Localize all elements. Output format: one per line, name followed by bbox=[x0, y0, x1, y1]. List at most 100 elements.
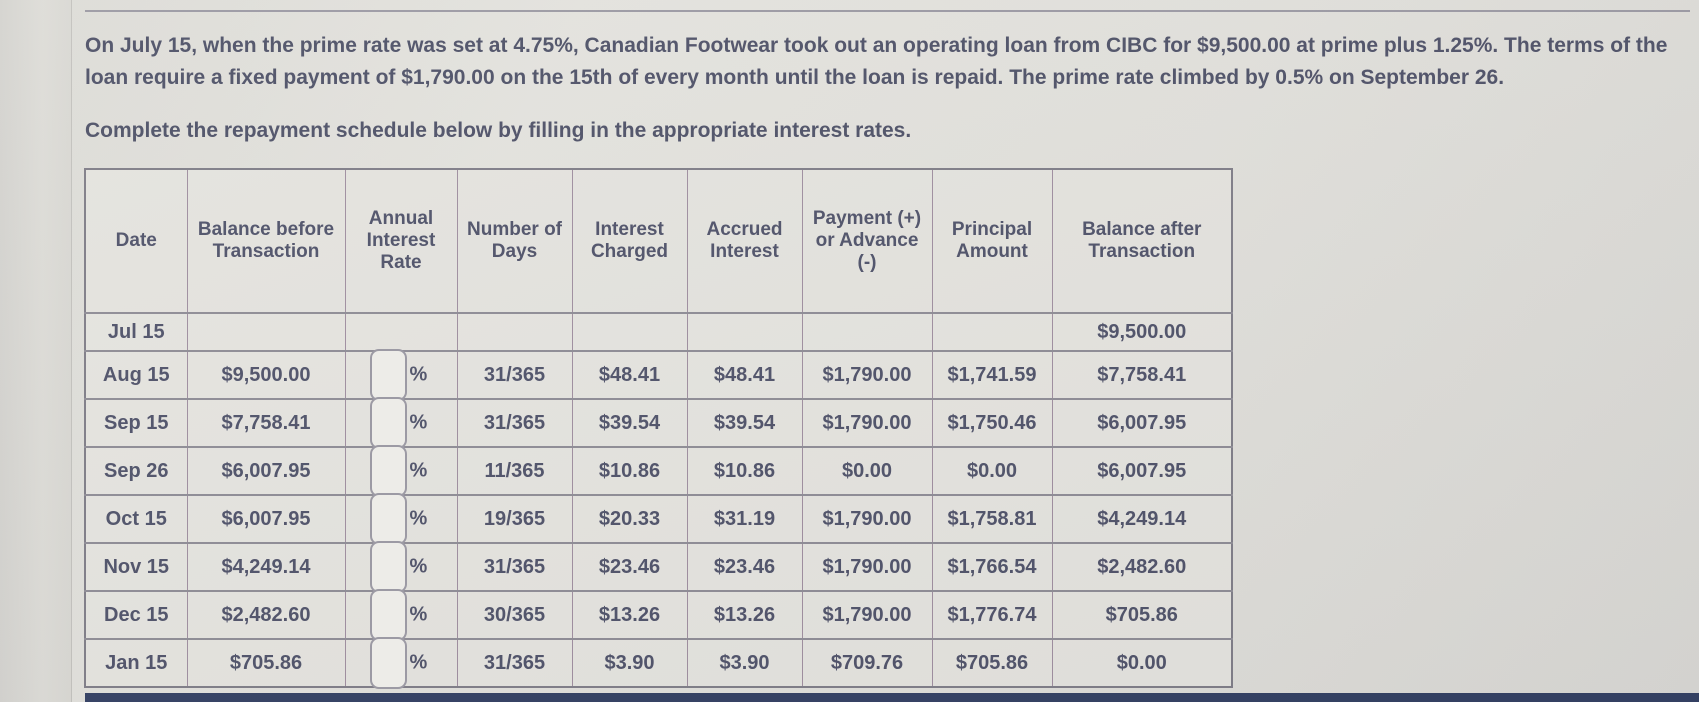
cell-payment-or-advance: $1,790.00 bbox=[801, 542, 933, 592]
interest-rate-input[interactable] bbox=[369, 493, 407, 545]
cell-annual-interest-rate bbox=[344, 312, 458, 352]
cell-interest-charged: $13.26 bbox=[571, 590, 688, 640]
cell-accrued-interest: $39.54 bbox=[686, 398, 803, 448]
table-header-row: Date Balance before Transaction Annual I… bbox=[84, 168, 1233, 314]
cell-principal-amount: $1,741.59 bbox=[931, 350, 1053, 400]
cell-date: Oct 15 bbox=[84, 494, 188, 544]
cell-annual-interest-rate: % bbox=[344, 493, 458, 545]
cell-balance-before bbox=[186, 312, 346, 352]
column-header-accrued-interest: Accrued Interest bbox=[686, 168, 803, 314]
cell-principal-amount: $0.00 bbox=[931, 446, 1053, 496]
cell-accrued-interest: $10.86 bbox=[686, 446, 803, 496]
cell-principal-amount: $1,766.54 bbox=[931, 542, 1053, 592]
table-row-oct-15: Oct 15 $6,007.95 % 19/365 $20.33 $31.19 … bbox=[84, 493, 1233, 545]
interest-rate-input[interactable] bbox=[369, 349, 407, 401]
table-row-nov-15: Nov 15 $4,249.14 % 31/365 $23.46 $23.46 … bbox=[84, 541, 1233, 593]
cell-principal-amount: $1,758.81 bbox=[931, 494, 1053, 544]
table-row-aug-15: Aug 15 $9,500.00 % 31/365 $48.41 $48.41 … bbox=[84, 349, 1233, 401]
cell-interest-charged: $10.86 bbox=[571, 446, 688, 496]
cell-interest-charged bbox=[571, 312, 688, 352]
cell-date: Sep 26 bbox=[84, 446, 188, 496]
cell-annual-interest-rate: % bbox=[344, 445, 458, 497]
cell-accrued-interest: $23.46 bbox=[686, 542, 803, 592]
cell-annual-interest-rate: % bbox=[344, 541, 458, 593]
cell-balance-after: $9,500.00 bbox=[1051, 312, 1233, 352]
page-left-edge bbox=[0, 0, 72, 702]
column-header-date: Date bbox=[84, 168, 188, 314]
instruction-text: Complete the repayment schedule below by… bbox=[85, 119, 912, 142]
cell-balance-after: $4,249.14 bbox=[1051, 494, 1233, 544]
cell-balance-before: $7,758.41 bbox=[186, 398, 346, 448]
percent-label: % bbox=[409, 507, 428, 530]
cell-number-of-days bbox=[456, 312, 573, 352]
cell-number-of-days: 31/365 bbox=[456, 398, 573, 448]
cell-interest-charged: $39.54 bbox=[571, 398, 688, 448]
cell-accrued-interest: $3.90 bbox=[686, 638, 803, 688]
column-header-number-of-days: Number of Days bbox=[456, 168, 573, 314]
cell-annual-interest-rate: % bbox=[344, 589, 458, 641]
cell-interest-charged: $20.33 bbox=[571, 494, 688, 544]
interest-rate-input[interactable] bbox=[369, 397, 407, 449]
interest-rate-input[interactable] bbox=[369, 637, 407, 689]
percent-label: % bbox=[409, 411, 428, 434]
cell-balance-before: $9,500.00 bbox=[186, 350, 346, 400]
cell-principal-amount: $1,776.74 bbox=[931, 590, 1053, 640]
percent-label: % bbox=[409, 555, 428, 578]
cell-payment-or-advance: $1,790.00 bbox=[801, 398, 933, 448]
column-header-annual-interest-rate: Annual Interest Rate bbox=[344, 168, 458, 314]
column-header-balance-before: Balance before Transaction bbox=[186, 168, 346, 314]
cell-balance-after: $0.00 bbox=[1051, 638, 1233, 688]
cell-interest-charged: $48.41 bbox=[571, 350, 688, 400]
cell-balance-after: $7,758.41 bbox=[1051, 350, 1233, 400]
cell-number-of-days: 11/365 bbox=[456, 446, 573, 496]
cell-date: Dec 15 bbox=[84, 590, 188, 640]
column-header-payment-or-advance: Payment (+) or Advance (-) bbox=[801, 168, 933, 314]
table-row-jan-15: Jan 15 $705.86 % 31/365 $3.90 $3.90 $709… bbox=[84, 637, 1233, 689]
cell-interest-charged: $3.90 bbox=[571, 638, 688, 688]
cell-number-of-days: 31/365 bbox=[456, 638, 573, 688]
percent-label: % bbox=[409, 603, 428, 626]
interest-rate-input[interactable] bbox=[369, 445, 407, 497]
cell-date: Nov 15 bbox=[84, 542, 188, 592]
cell-principal-amount: $1,750.46 bbox=[931, 398, 1053, 448]
table-row-sep-15: Sep 15 $7,758.41 % 31/365 $39.54 $39.54 … bbox=[84, 397, 1233, 449]
cell-date: Aug 15 bbox=[84, 350, 188, 400]
cell-number-of-days: 31/365 bbox=[456, 542, 573, 592]
cell-balance-after: $2,482.60 bbox=[1051, 542, 1233, 592]
cell-balance-after: $705.86 bbox=[1051, 590, 1233, 640]
cell-balance-before: $705.86 bbox=[186, 638, 346, 688]
cell-balance-after: $6,007.95 bbox=[1051, 398, 1233, 448]
cell-principal-amount: $705.86 bbox=[931, 638, 1053, 688]
table-row-jul-15: Jul 15 $9,500.00 bbox=[84, 312, 1233, 352]
table-row-sep-26: Sep 26 $6,007.95 % 11/365 $10.86 $10.86 … bbox=[84, 445, 1233, 497]
column-header-principal-amount: Principal Amount bbox=[931, 168, 1053, 314]
cell-principal-amount bbox=[931, 312, 1053, 352]
cell-balance-before: $2,482.60 bbox=[186, 590, 346, 640]
cell-annual-interest-rate: % bbox=[344, 397, 458, 449]
cell-number-of-days: 31/365 bbox=[456, 350, 573, 400]
cell-date: Jul 15 bbox=[84, 312, 188, 352]
cell-accrued-interest bbox=[686, 312, 803, 352]
cell-payment-or-advance: $1,790.00 bbox=[801, 350, 933, 400]
interest-rate-input[interactable] bbox=[369, 589, 407, 641]
cell-payment-or-advance: $709.76 bbox=[801, 638, 933, 688]
cell-date: Jan 15 bbox=[84, 638, 188, 688]
cell-balance-after: $6,007.95 bbox=[1051, 446, 1233, 496]
cell-annual-interest-rate: % bbox=[344, 637, 458, 689]
cell-accrued-interest: $13.26 bbox=[686, 590, 803, 640]
percent-label: % bbox=[409, 651, 428, 674]
cell-balance-before: $4,249.14 bbox=[186, 542, 346, 592]
cell-payment-or-advance: $0.00 bbox=[801, 446, 933, 496]
cell-annual-interest-rate: % bbox=[344, 349, 458, 401]
cell-payment-or-advance: $1,790.00 bbox=[801, 590, 933, 640]
percent-label: % bbox=[409, 363, 428, 386]
cell-payment-or-advance bbox=[801, 312, 933, 352]
problem-text: On July 15, when the prime rate was set … bbox=[85, 34, 1668, 89]
cell-accrued-interest: $48.41 bbox=[686, 350, 803, 400]
interest-rate-input[interactable] bbox=[369, 541, 407, 593]
bottom-bar bbox=[85, 693, 1699, 702]
cell-balance-before: $6,007.95 bbox=[186, 446, 346, 496]
cell-number-of-days: 30/365 bbox=[456, 590, 573, 640]
top-divider bbox=[85, 10, 1690, 12]
